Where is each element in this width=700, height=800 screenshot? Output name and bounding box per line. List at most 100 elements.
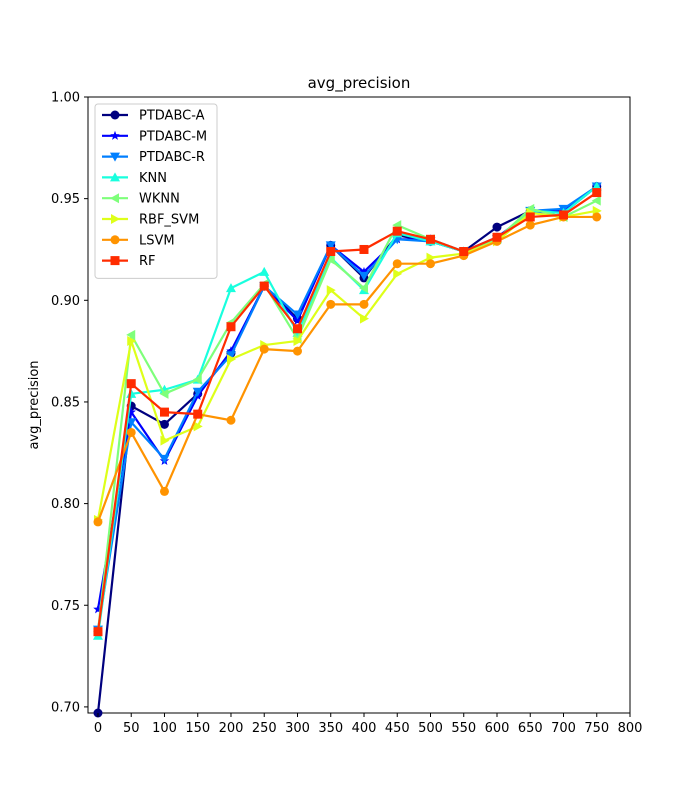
legend-item: WKNN <box>102 192 180 207</box>
x-tick-label: 700 <box>551 721 576 736</box>
data-point <box>592 188 602 198</box>
y-tick-label: 0.95 <box>51 192 80 207</box>
legend-box <box>94 103 218 279</box>
data-point <box>358 283 368 294</box>
data-point <box>425 234 435 244</box>
data-point <box>326 285 336 296</box>
data-point <box>492 232 502 242</box>
data-point <box>359 313 369 324</box>
data-point <box>293 335 303 346</box>
data-point <box>126 407 136 417</box>
y-tick-label: 0.80 <box>51 497 80 512</box>
x-tick-label: 650 <box>518 721 543 736</box>
x-tick-label: 300 <box>285 721 310 736</box>
series-rf <box>93 188 602 637</box>
x-tick-label: 400 <box>352 721 377 736</box>
series-group <box>92 181 602 718</box>
data-point <box>259 281 269 291</box>
data-point <box>591 195 601 206</box>
data-point <box>459 247 469 257</box>
data-point <box>159 486 169 496</box>
data-point <box>126 418 137 428</box>
data-point <box>126 329 136 340</box>
x-tick-label: 250 <box>252 721 277 736</box>
data-point <box>159 407 169 417</box>
data-point <box>325 254 335 265</box>
data-point <box>127 335 137 346</box>
x-tick-label: 750 <box>584 721 609 736</box>
y-axis-title: avg_precision <box>27 360 42 449</box>
data-point <box>159 454 170 464</box>
data-point <box>192 374 202 385</box>
data-point <box>192 387 203 397</box>
x-tick-label: 200 <box>219 721 244 736</box>
data-point <box>392 226 402 236</box>
x-tick-label: 100 <box>152 721 177 736</box>
data-point <box>525 212 535 222</box>
data-point <box>558 210 568 220</box>
data-point <box>226 354 236 365</box>
legend-label: WKNN <box>139 192 180 207</box>
legend-marker <box>110 193 119 204</box>
data-point <box>93 517 103 527</box>
data-point <box>159 388 169 399</box>
data-point <box>225 283 236 293</box>
legend-marker <box>110 130 120 140</box>
data-point <box>393 268 403 279</box>
legend-marker <box>110 256 120 266</box>
data-point <box>93 604 103 614</box>
data-point <box>160 435 170 446</box>
x-tick-label: 50 <box>123 721 140 736</box>
x-tick-label: 800 <box>618 721 643 736</box>
data-point <box>292 324 302 334</box>
y-tick-label: 0.90 <box>51 294 80 309</box>
data-point <box>225 351 236 361</box>
axis-ticks: 0 50 100 150 200 250 300 350 400 450 500 550 600 650 7… <box>51 91 642 737</box>
legend-item: RF <box>102 254 156 269</box>
data-point <box>226 322 236 332</box>
legend-item: PTDABC-M <box>102 129 207 144</box>
data-point <box>259 266 270 276</box>
series-line <box>96 199 598 632</box>
data-point <box>525 220 535 230</box>
data-point <box>425 259 435 269</box>
data-point <box>159 419 169 429</box>
x-tick-label: 600 <box>485 721 510 736</box>
legend-marker <box>110 172 120 182</box>
data-point <box>359 266 369 276</box>
data-point <box>226 415 236 425</box>
data-point <box>193 409 203 419</box>
legend-item: LSVM <box>102 233 175 248</box>
legend-item: PTDABC-A <box>102 109 205 124</box>
y-tick-label: 0.70 <box>51 700 80 715</box>
legend-label: PTDABC-A <box>139 109 205 124</box>
data-point <box>226 346 236 356</box>
legend-label: LSVM <box>139 233 175 248</box>
y-tick-label: 1.00 <box>51 91 80 106</box>
data-point <box>359 299 369 309</box>
data-point <box>193 421 203 432</box>
series-line <box>96 191 598 632</box>
legend-marker <box>110 152 120 162</box>
data-point <box>126 427 136 437</box>
legend: PTDABC-A PTDABC-M PTDABC-R KNN WKNN RBF_SVM LS… <box>94 103 218 279</box>
legend-item: RBF_SVM <box>102 213 199 228</box>
data-point <box>93 627 103 637</box>
x-tick-label: 0 <box>94 721 102 736</box>
x-tick-label: 150 <box>185 721 210 736</box>
data-point <box>359 244 369 254</box>
legend-marker <box>110 235 120 245</box>
x-tick-label: 550 <box>451 721 476 736</box>
legend-label: RBF_SVM <box>139 213 199 228</box>
data-point <box>325 241 336 251</box>
data-point <box>259 344 269 354</box>
legend-label: PTDABC-M <box>139 129 207 144</box>
data-point <box>292 310 303 320</box>
legend-label: KNN <box>139 171 167 186</box>
data-point <box>392 259 402 269</box>
plot-area <box>87 96 631 718</box>
legend-label: PTDABC-R <box>139 150 205 165</box>
chart-title: avg_precision <box>308 74 411 93</box>
data-point <box>326 247 336 257</box>
